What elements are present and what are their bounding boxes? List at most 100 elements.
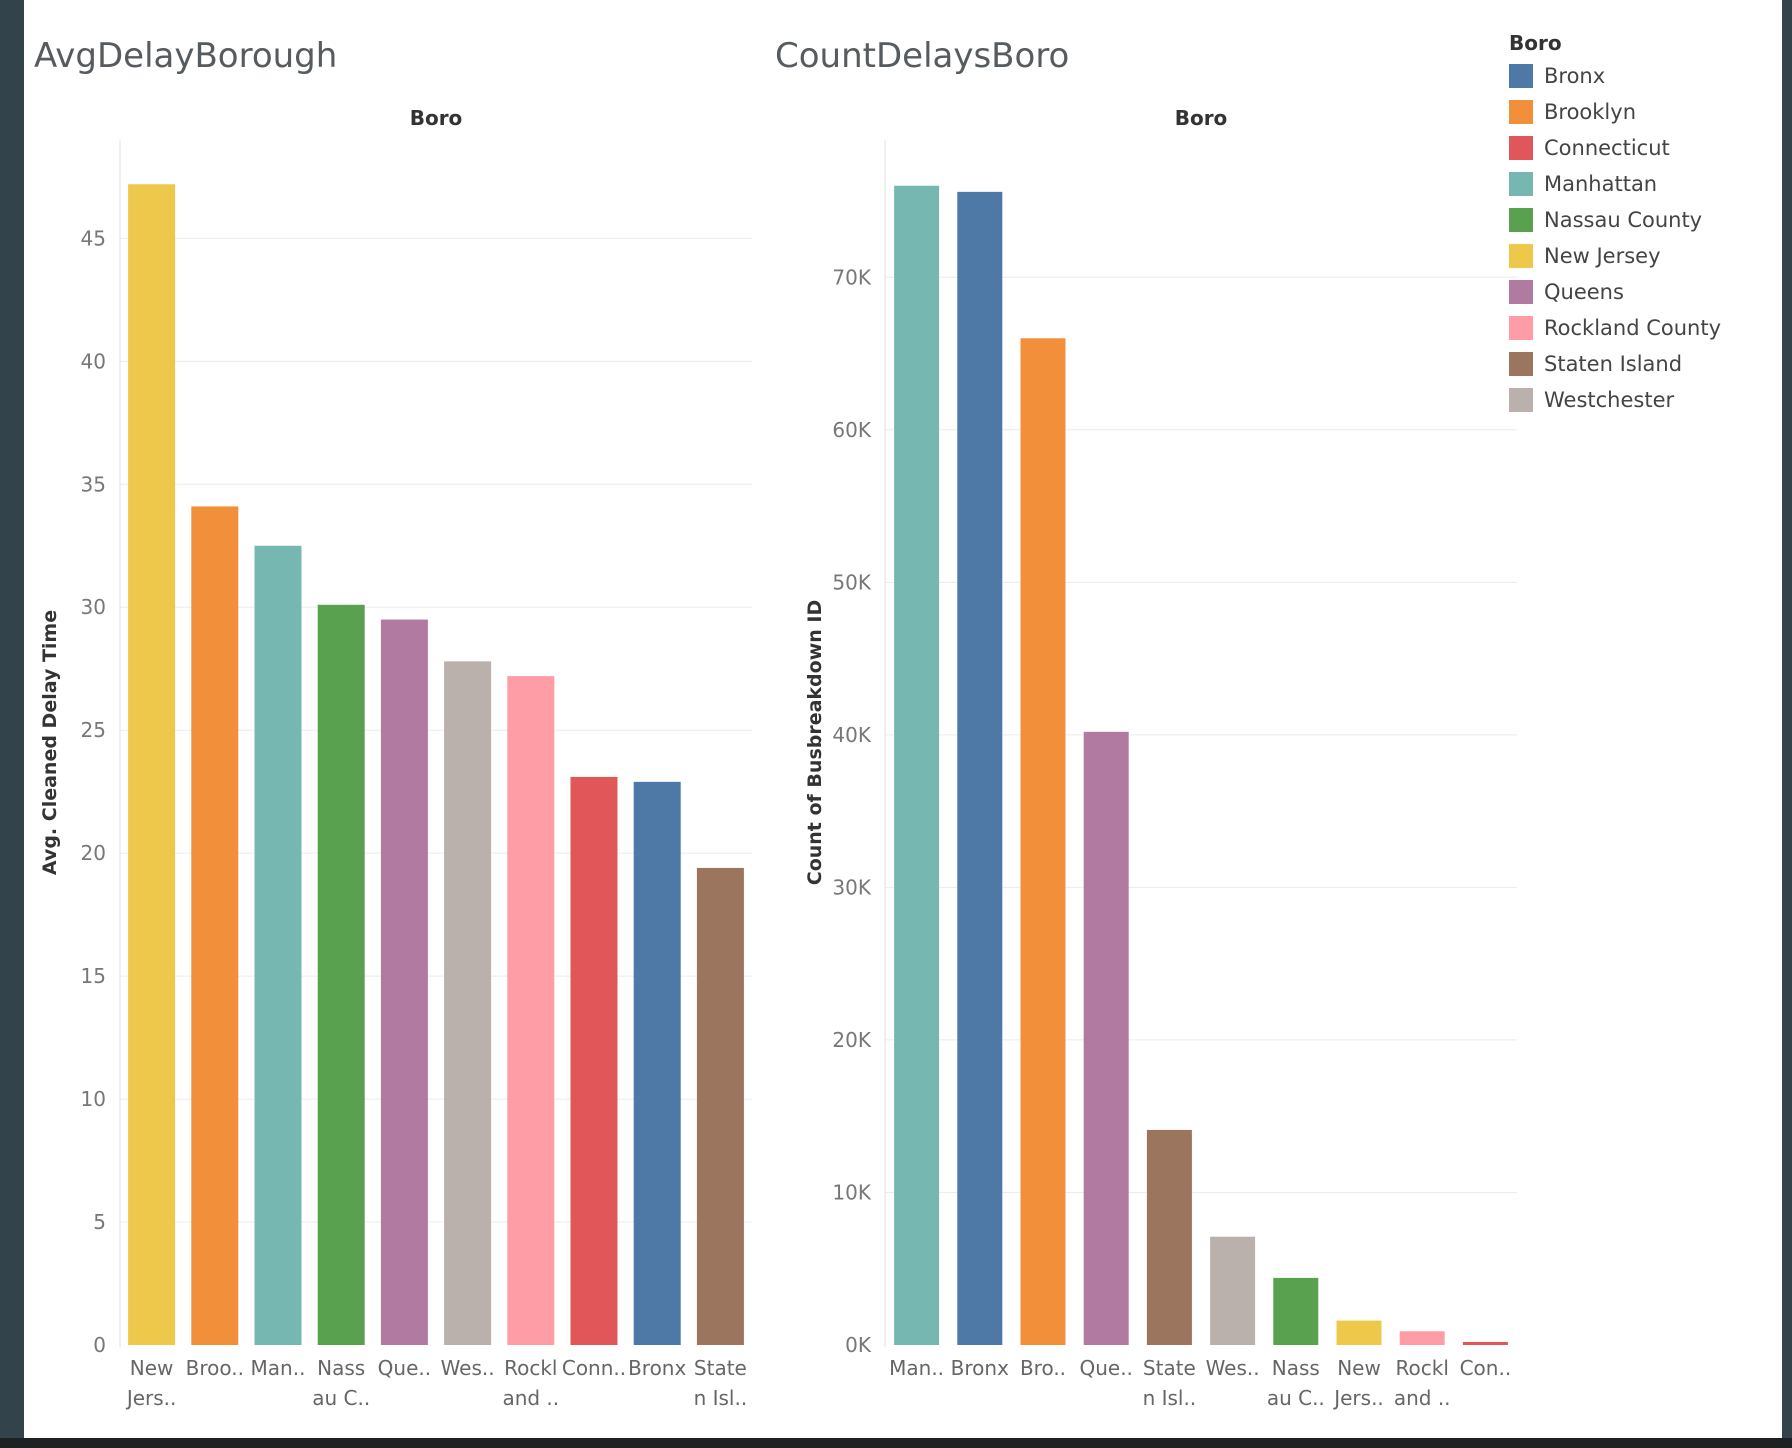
legend-label: Queens (1544, 280, 1624, 304)
legend-swatch (1509, 136, 1533, 160)
avg-x-tick-label: Broo.. (186, 1356, 244, 1380)
count-y-tick-label: 30K (832, 875, 871, 899)
avg-bar-queens[interactable] (380, 619, 428, 1345)
count-bar-brooklyn[interactable] (1020, 338, 1066, 1345)
count-x-tick-label: Que.. (1079, 1356, 1132, 1380)
dashboard: AvgDelayBorough CountDelaysBoro Boro Bor… (24, 0, 1782, 1438)
count-x-tick-label: au C.. (1267, 1386, 1325, 1410)
count-y-tick-label: 70K (832, 265, 871, 289)
count-bar-bronx[interactable] (957, 191, 1003, 1346)
legend-item-nassau-county[interactable]: Nassau County (1509, 202, 1721, 238)
avg-y-axis-title: Avg. Cleaned Delay Time (39, 610, 61, 875)
avg-y-tick-label: 20 (81, 841, 106, 865)
count-x-tick-label: n Isl.. (1143, 1386, 1197, 1410)
count-bar-rockland-county[interactable] (1399, 1331, 1445, 1345)
avg-y-tick-label: 15 (81, 964, 106, 988)
legend-label: Manhattan (1544, 172, 1658, 196)
legend-swatch (1509, 64, 1533, 88)
count-y-axis-title: Count of Busbreakdown ID (804, 600, 826, 886)
avg-y-tick-label: 5 (93, 1210, 106, 1234)
avg-x-tick-label: au C.. (312, 1386, 370, 1410)
count-y-tick-label: 50K (832, 570, 871, 594)
count-y-tick-label: 20K (832, 1028, 871, 1052)
count-delays-chart: 0K 10K 20K 30K 40K 50K 60K 70K Man.. Bronx Bro.. Qu… (804, 140, 1517, 1410)
legend-item-queens[interactable]: Queens (1509, 274, 1721, 310)
avg-delay-chart: 0 5 10 15 20 25 30 35 40 45 New Jers.. Broo.. Man.. Na… (39, 140, 752, 1410)
count-bar-manhattan[interactable] (894, 185, 940, 1345)
legend-item-brooklyn[interactable]: Brooklyn (1509, 94, 1721, 130)
avg-x-tick-label: Bronx (628, 1356, 686, 1380)
avg-y-tick-label: 35 (81, 472, 106, 496)
legend-label: Westchester (1544, 388, 1675, 412)
count-bar-westchester[interactable] (1210, 1236, 1256, 1345)
legend-item-manhattan[interactable]: Manhattan (1509, 166, 1721, 202)
legend: Boro Bronx Brooklyn Connecticut Manhattan Na… (1509, 28, 1721, 418)
count-x-tick-label: State (1143, 1356, 1196, 1380)
legend-label: Staten Island (1544, 352, 1683, 376)
count-bar-new-jersey[interactable] (1336, 1320, 1382, 1345)
avg-y-tick-label: 40 (81, 349, 106, 373)
count-bar-connecticut[interactable] (1462, 1341, 1508, 1345)
count-x-tick-label: Jers.. (1332, 1386, 1384, 1410)
avg-bar-westchester[interactable] (444, 661, 492, 1345)
column-header-count: Boro (1174, 106, 1228, 130)
legend-swatch (1509, 100, 1533, 124)
count-x-tick-label: Bro.. (1020, 1356, 1066, 1380)
count-y-tick-label: 40K (832, 723, 871, 747)
avg-x-tick-label: Nass (317, 1356, 365, 1380)
count-x-tick-label: and .. (1394, 1386, 1451, 1410)
legend-item-rockland-county[interactable]: Rockland County (1509, 310, 1721, 346)
legend-swatch (1509, 316, 1533, 340)
legend-item-bronx[interactable]: Bronx (1509, 58, 1721, 94)
count-x-tick-label: Wes.. (1206, 1356, 1260, 1380)
count-bar-queens[interactable] (1083, 731, 1129, 1345)
legend-label: Nassau County (1544, 208, 1703, 232)
bottom-bar (0, 1438, 1792, 1448)
avg-x-tick-label: and .. (502, 1386, 559, 1410)
avg-bar-rockland-county[interactable] (507, 676, 555, 1345)
avg-x-tick-label: New (130, 1356, 174, 1380)
legend-item-connecticut[interactable]: Connecticut (1509, 130, 1721, 166)
avg-bar-bronx[interactable] (633, 781, 681, 1345)
count-y-tick-label: 10K (832, 1180, 871, 1204)
avg-x-tick-label: Man.. (251, 1356, 306, 1380)
avg-bar-staten-island[interactable] (696, 867, 744, 1345)
legend-item-new-jersey[interactable]: New Jersey (1509, 238, 1721, 274)
avg-y-tick-label: 25 (81, 718, 106, 742)
avg-y-tick-label: 0 (93, 1333, 106, 1357)
avg-y-tick-label: 45 (81, 226, 106, 250)
count-bar-nassau-county[interactable] (1273, 1277, 1319, 1345)
count-x-tick-label: Con.. (1460, 1356, 1512, 1380)
legend-item-staten-island[interactable]: Staten Island (1509, 346, 1721, 382)
legend-item-westchester[interactable]: Westchester (1509, 382, 1721, 418)
count-x-tick-label: Man.. (889, 1356, 944, 1380)
count-x-tick-label: Nass (1272, 1356, 1320, 1380)
avg-bar-new-jersey[interactable] (128, 184, 176, 1346)
count-bar-staten-island[interactable] (1146, 1129, 1192, 1345)
legend-swatch (1509, 244, 1533, 268)
legend-label: Brooklyn (1544, 100, 1637, 124)
avg-x-tick-label: State (694, 1356, 747, 1380)
legend-title: Boro (1509, 31, 1562, 55)
count-y-tick-label: 0K (845, 1333, 872, 1357)
avg-bar-manhattan[interactable] (254, 545, 302, 1345)
legend-swatch (1509, 172, 1533, 196)
avg-bar-connecticut[interactable] (570, 776, 618, 1345)
avg-x-tick-label: Jers.. (125, 1386, 177, 1410)
avg-y-tick-label: 10 (81, 1087, 106, 1111)
chart-title-count-delays: CountDelaysBoro (775, 36, 1070, 76)
legend-label: Rockland County (1544, 316, 1722, 340)
legend-swatch (1509, 208, 1533, 232)
legend-items: Bronx Brooklyn Connecticut Manhattan Nassau … (1509, 58, 1721, 418)
legend-label: New Jersey (1544, 244, 1661, 268)
column-header-avg: Boro (409, 106, 463, 130)
avg-bar-nassau-county[interactable] (317, 604, 365, 1345)
avg-x-tick-label: Rockl (504, 1356, 557, 1380)
chart-title-avg-delay: AvgDelayBorough (34, 36, 338, 76)
count-x-tick-label: Bronx (951, 1356, 1009, 1380)
avg-x-tick-label: Que.. (378, 1356, 431, 1380)
legend-swatch (1509, 352, 1533, 376)
avg-bar-brooklyn[interactable] (191, 506, 239, 1346)
legend-swatch (1509, 280, 1533, 304)
avg-x-tick-label: Wes.. (441, 1356, 495, 1380)
